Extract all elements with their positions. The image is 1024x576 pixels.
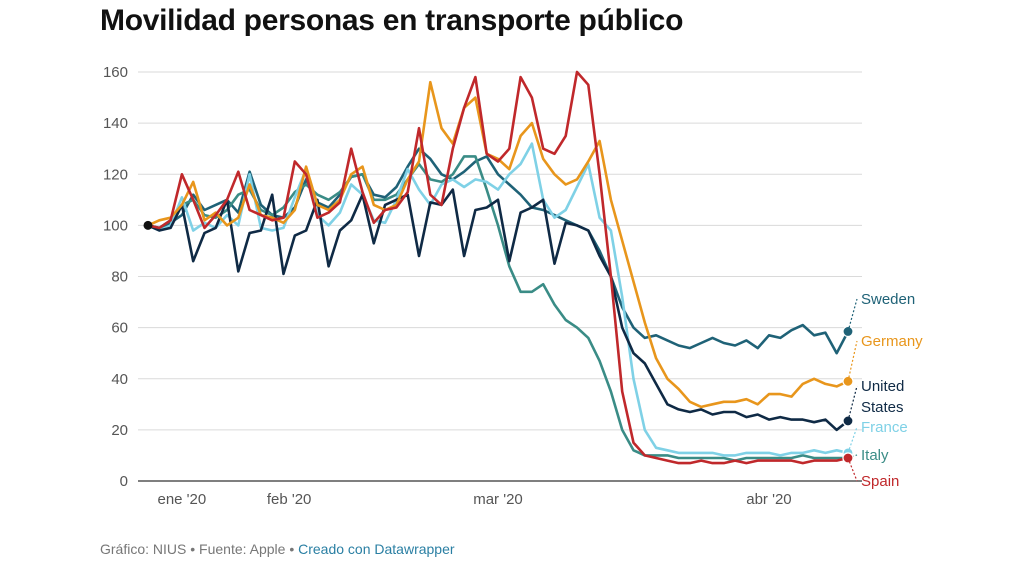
- series-label-germany: Germany: [861, 333, 923, 350]
- y-tick-label: 20: [111, 422, 128, 439]
- series-label-france: France: [861, 419, 908, 436]
- chart-title: Movilidad personas en transporte público: [100, 4, 684, 37]
- series-label-italy: Italy: [861, 447, 889, 464]
- grid-layer: 0 20 40 60 80 100 120 140 160 ene '20 feb '20 mar '…: [103, 64, 862, 508]
- leader-sweden: [847, 298, 858, 332]
- series-line-italy[interactable]: [146, 155, 850, 462]
- y-tick-label: 140: [103, 115, 128, 132]
- series-line-sweden[interactable]: [146, 147, 850, 355]
- x-tick-label: feb '20: [267, 491, 312, 508]
- footer-source: Gráfico: NIUS • Fuente: Apple •: [100, 541, 299, 557]
- series-line-united-states[interactable]: [146, 188, 850, 432]
- chart-footer: Gráfico: NIUS • Fuente: Apple • Creado c…: [100, 541, 455, 557]
- series-label-sweden: Sweden: [861, 291, 915, 308]
- y-tick-label: 120: [103, 166, 128, 183]
- x-tick-label: abr '20: [746, 491, 791, 508]
- leader-france: [847, 426, 858, 454]
- series-label-spain: Spain: [861, 473, 899, 490]
- series-layer: [143, 70, 850, 465]
- chart-card: [84, 0, 944, 576]
- y-tick-label: 100: [103, 217, 128, 234]
- leader-spain: [847, 457, 858, 482]
- leader-united-states: [847, 385, 858, 422]
- series-label-united-states: United: [861, 378, 904, 395]
- series-line-spain[interactable]: [146, 70, 850, 465]
- series-label-united-states: States: [861, 399, 904, 416]
- y-tick-label: 160: [103, 64, 128, 81]
- x-tick-label: mar '20: [473, 491, 523, 508]
- y-tick-label: 0: [120, 473, 128, 490]
- leader-germany: [847, 340, 858, 382]
- start-point: [143, 220, 153, 230]
- y-tick-label: 80: [111, 269, 128, 286]
- series-line-france[interactable]: [146, 142, 850, 457]
- label-layer: Sweden Germany United States France Italy Spai…: [842, 291, 923, 490]
- y-tick-label: 60: [111, 320, 128, 337]
- x-tick-label: ene '20: [157, 491, 206, 508]
- series-line-germany[interactable]: [146, 80, 850, 409]
- datawrapper-link[interactable]: Creado con Datawrapper: [298, 541, 455, 557]
- y-tick-label: 40: [111, 371, 128, 388]
